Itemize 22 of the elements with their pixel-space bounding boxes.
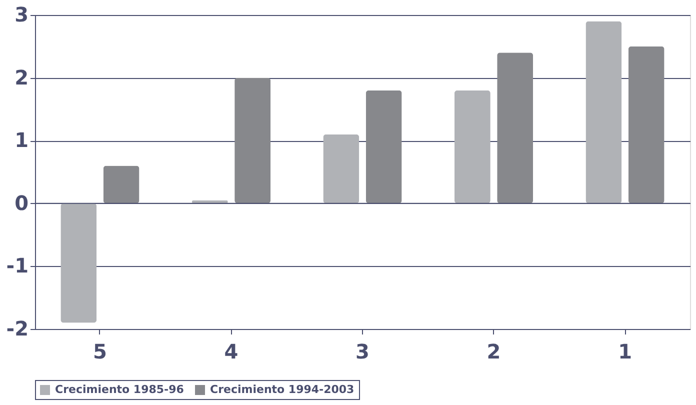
x-tick-label: 1 xyxy=(618,340,632,364)
y-tick-label: 1 xyxy=(14,128,28,152)
bar xyxy=(497,52,534,204)
y-tick-label: 3 xyxy=(14,2,28,26)
legend-label: Crecimiento 1985-96 xyxy=(55,383,184,396)
bar xyxy=(366,90,402,204)
y-tick-label: 2 xyxy=(14,65,28,90)
bar xyxy=(628,46,664,204)
bar xyxy=(234,78,271,204)
legend-label: Crecimiento 1994-2003 xyxy=(210,383,354,396)
y-tick-label: -2 xyxy=(6,316,28,340)
y-tick-label: -1 xyxy=(6,254,28,278)
bar xyxy=(454,90,490,204)
bar xyxy=(323,134,360,204)
bar xyxy=(586,21,622,204)
x-tick-label: 4 xyxy=(224,340,238,364)
bar xyxy=(103,166,140,204)
x-tick-label: 2 xyxy=(486,340,501,364)
x-tick-label: 5 xyxy=(93,340,107,364)
bar xyxy=(60,203,97,323)
x-tick-label: 3 xyxy=(356,340,370,364)
y-tick-label: 0 xyxy=(14,190,28,215)
